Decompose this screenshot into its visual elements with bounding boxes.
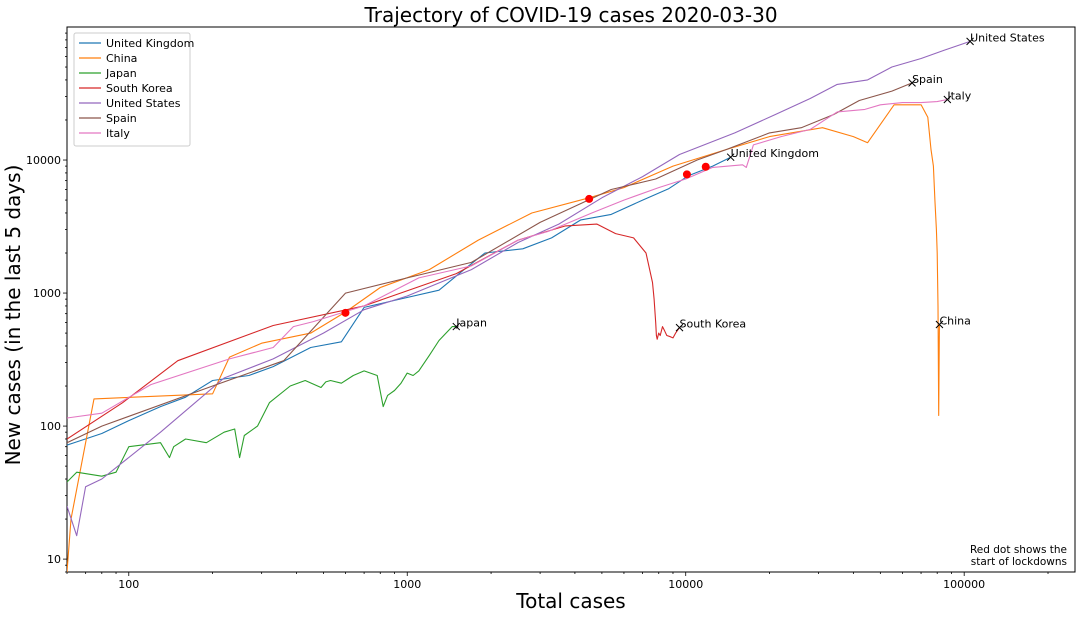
lockdown-note-line-1: Red dot shows the xyxy=(970,544,1067,556)
y-axis-label: New cases (in the last 5 days) xyxy=(1,165,25,466)
x-axis-ticks: 100 1000 10000 100000 xyxy=(66,572,1049,591)
lockdown-note-line-2: start of lockdowns xyxy=(971,556,1067,568)
legend-entry-south-korea: South Korea xyxy=(106,82,173,95)
chart-title: Trajectory of COVID-19 cases 2020-03-30 xyxy=(363,3,777,27)
y-axis-ticks: 10 100 1000 10000 xyxy=(26,32,67,573)
y-tick-label: 10000 xyxy=(26,154,61,167)
x-tick-label: 10000 xyxy=(668,578,703,591)
end-marker-japan xyxy=(452,322,461,331)
x-tick-label: 100000 xyxy=(943,578,985,591)
series-line-south-korea xyxy=(67,223,680,440)
lockdown-point-spain xyxy=(701,162,710,171)
legend-entry-china: China xyxy=(106,52,137,65)
end-marker-italy xyxy=(943,95,952,104)
legend-entry-spain: Spain xyxy=(106,112,137,125)
lockdown-point-italy xyxy=(682,170,691,179)
legend-entry-united-kingdom: United Kingdom xyxy=(106,37,194,50)
end-label-united-states: United States xyxy=(970,31,1045,44)
series-line-united-kingdom xyxy=(67,156,731,446)
legend-entry-united-states: United States xyxy=(106,97,181,110)
y-tick-label: 1000 xyxy=(33,287,61,300)
series-line-italy xyxy=(67,98,948,419)
end-label-china: China xyxy=(939,315,970,328)
end-marker-south-korea xyxy=(675,323,684,332)
end-marker-united-kingdom xyxy=(726,153,735,162)
lockdown-markers xyxy=(341,162,710,317)
end-label-japan: Japan xyxy=(455,317,487,330)
x-axis-label: Total cases xyxy=(515,589,625,613)
end-marker-united-states xyxy=(966,37,974,46)
series-line-spain xyxy=(67,82,913,444)
series-layer xyxy=(67,40,971,572)
legend-entry-japan: Japan xyxy=(105,67,137,80)
series-line-china xyxy=(67,104,940,572)
end-label-south-korea: South Korea xyxy=(680,318,747,331)
end-label-italy: Italy xyxy=(947,90,971,103)
y-tick-label: 100 xyxy=(40,420,61,433)
y-tick-label: 10 xyxy=(47,553,61,566)
series-line-united-states xyxy=(67,40,971,537)
end-marker-china xyxy=(935,320,944,329)
x-tick-label: 1000 xyxy=(393,578,421,591)
series-line-japan xyxy=(67,326,457,483)
legend-entry-italy: Italy xyxy=(106,127,130,140)
legend-box xyxy=(73,32,191,147)
end-label-spain: Spain xyxy=(912,73,943,86)
end-marker-spain xyxy=(908,79,916,87)
end-labels: United Kingdom China Japan South Korea Unite… xyxy=(452,31,1045,332)
legend: United Kingdom China Japan South Korea Unite… xyxy=(73,32,194,147)
lockdown-point-china xyxy=(585,194,594,203)
x-tick-label: 100 xyxy=(118,578,139,591)
lockdown-point-south-korea xyxy=(341,308,350,317)
end-label-united-kingdom: United Kingdom xyxy=(731,147,819,160)
